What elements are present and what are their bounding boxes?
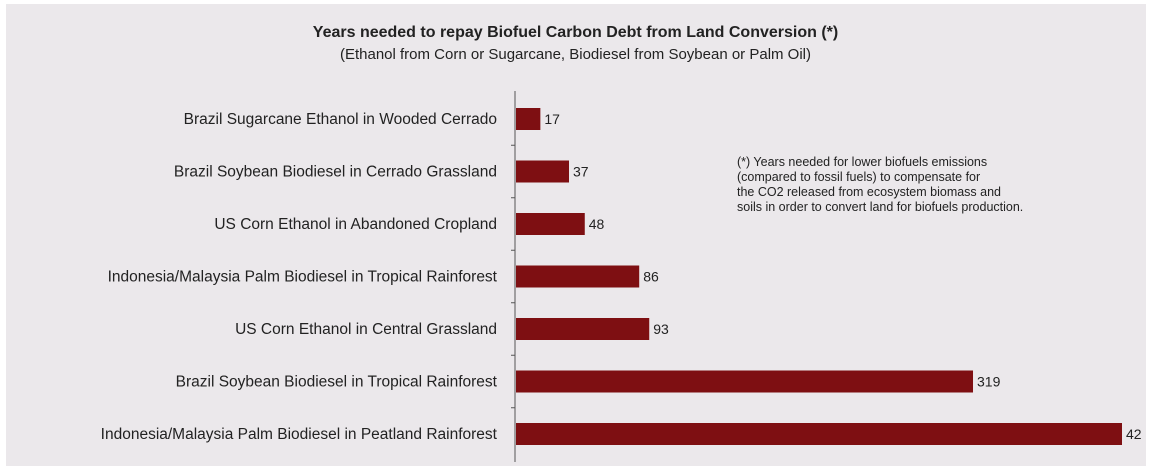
bar <box>516 370 974 393</box>
category-label: Indonesia/Malaysia Palm Biodiesel in Pea… <box>101 426 498 443</box>
category-label: Brazil Soybean Biodiesel in Cerrado Gras… <box>174 164 497 181</box>
category-label: Brazil Soybean Biodiesel in Tropical Rai… <box>176 374 498 391</box>
bar <box>516 265 640 288</box>
category-label: US Corn Ethanol in Central Grassland <box>235 321 497 338</box>
chart-subtitle: (Ethanol from Corn or Sugarcane, Biodies… <box>339 46 812 63</box>
bar <box>516 423 1122 445</box>
footnote-line: (compared to fossil fuels) to compensate… <box>737 170 981 184</box>
bar <box>516 213 585 235</box>
value-label: 93 <box>653 321 669 337</box>
footnote-line: soils in order to convert land for biofu… <box>737 200 1024 214</box>
bar <box>516 160 570 183</box>
chart-title: Years needed to repay Biofuel Carbon Deb… <box>312 24 839 41</box>
footnote-line: (*) Years needed for lower biofuels emis… <box>737 155 988 169</box>
bar <box>516 318 650 340</box>
footnote-line: the CO2 released from ecosystem biomass … <box>737 185 1002 199</box>
category-label: Brazil Sugarcane Ethanol in Wooded Cerra… <box>184 111 497 128</box>
footnote: (*) Years needed for lower biofuels emis… <box>737 155 1147 215</box>
value-label: 319 <box>977 374 1001 390</box>
value-label: 42 <box>1126 426 1142 442</box>
category-label: Indonesia/Malaysia Palm Biodiesel in Tro… <box>108 269 498 286</box>
category-label: US Corn Ethanol in Abandoned Cropland <box>214 216 497 233</box>
bar <box>516 108 541 130</box>
value-label: 86 <box>643 269 659 285</box>
value-label: 48 <box>589 216 605 232</box>
value-label: 17 <box>544 111 560 127</box>
value-label: 37 <box>573 164 589 180</box>
